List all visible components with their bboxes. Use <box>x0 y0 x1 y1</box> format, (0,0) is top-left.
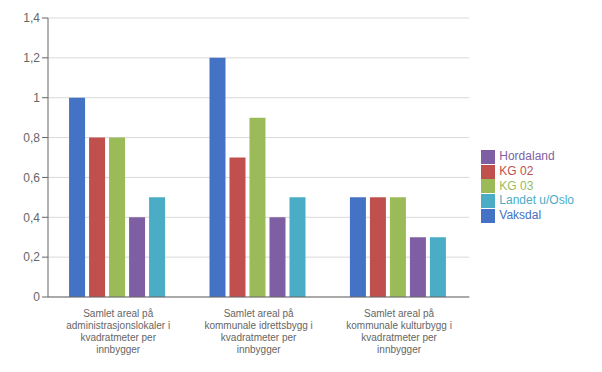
html-text:Vaksdal: Vaksdal <box>499 208 542 223</box>
svg-text:1,4: 1,4 <box>23 11 40 25</box>
svg-text:0,8: 0,8 <box>23 131 40 145</box>
svg-text:Samlet areal påkommunale kultu: Samlet areal påkommunale kulturbygg ikva… <box>346 308 452 355</box>
svg-text:Samlet areal påkommunale idret: Samlet areal påkommunale idrettsbygg ikv… <box>204 308 312 355</box>
svg-text:0,6: 0,6 <box>23 171 40 185</box>
html-text:KG 03: KG 03 <box>499 178 534 193</box>
html-text:Hordaland: Hordaland <box>499 148 555 163</box>
svg-text:0,4: 0,4 <box>23 211 40 225</box>
html-text:KG 02: KG 02 <box>499 163 534 178</box>
html-text:Landet u/Oslo: Landet u/Oslo <box>499 193 574 208</box>
svg-text:1: 1 <box>33 91 40 105</box>
svg-text:1,2: 1,2 <box>23 51 40 65</box>
svg-text:0: 0 <box>33 290 40 304</box>
svg-text:Samlet areal påadministrasjons: Samlet areal påadministrasjonslokaler ik… <box>66 308 170 355</box>
svg-text:0,2: 0,2 <box>23 250 40 264</box>
